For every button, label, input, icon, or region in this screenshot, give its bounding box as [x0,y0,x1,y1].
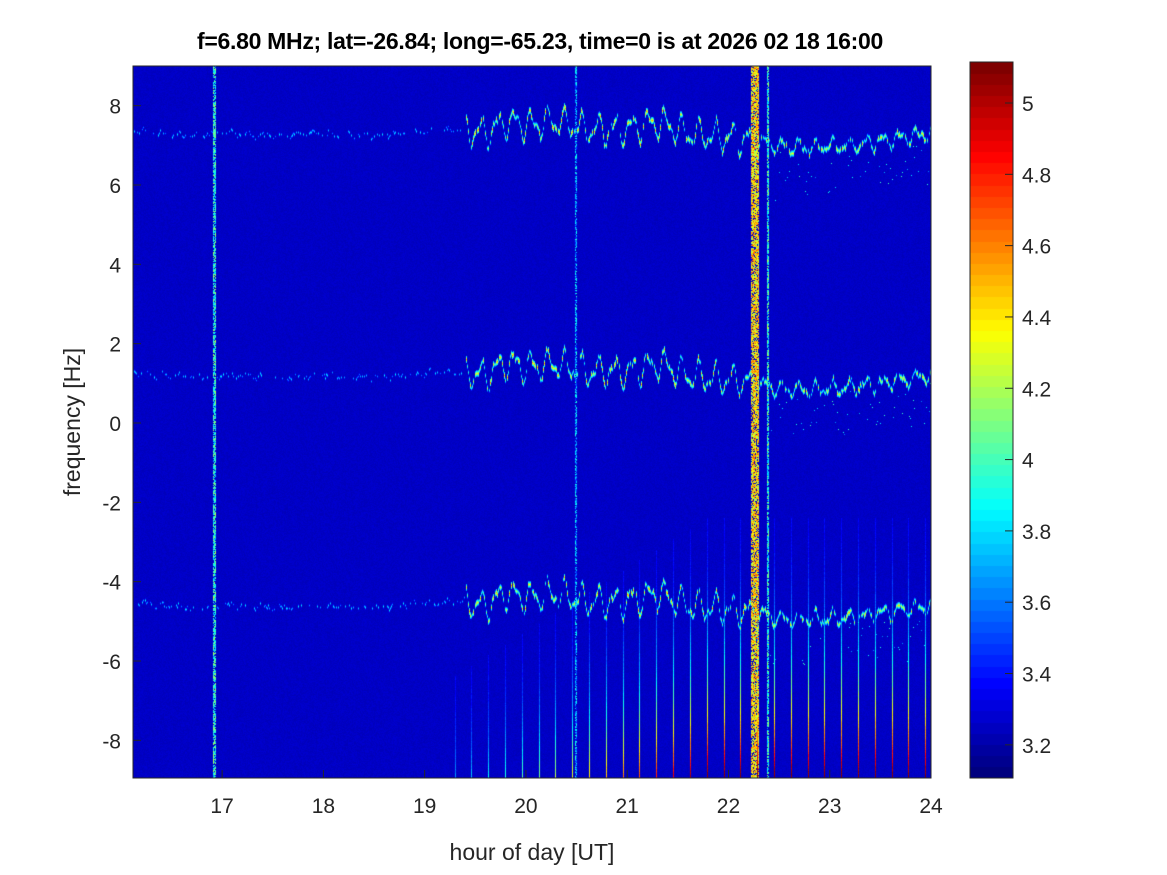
x-tick-label: 20 [514,795,537,818]
y-tick-label: 6 [109,175,121,198]
colorbar-tick-label: 5 [1022,93,1034,116]
y-tick-label: -6 [102,651,121,674]
chart-title: f=6.80 MHz; lat=-26.84; long=-65.23, tim… [197,28,883,54]
y-tick-label: -2 [102,492,121,515]
colorbar-tick-label: 3.4 [1022,664,1052,687]
colorbar-tick-label: 3.6 [1022,592,1051,615]
spectrogram-heatmap [133,66,931,778]
x-tick-label: 18 [312,795,335,818]
x-tick-label: 23 [818,795,841,818]
x-tick-label: 22 [717,795,740,818]
x-tick-label: 19 [413,795,436,818]
x-tick-label: 24 [919,795,943,818]
colorbar-tick-label: 4.4 [1022,307,1052,330]
y-tick-label: -4 [102,572,121,595]
y-axis: -8 -6 -4 -2 0 2 4 6 8 [102,96,141,753]
x-tick-label: 21 [616,795,639,818]
colorbar-tick-label: 4.2 [1022,378,1051,401]
plot-frame [132,65,932,779]
x-tick-label: 17 [210,795,233,818]
y-tick-label: 0 [109,413,121,436]
colorbar-tick-label: 3.2 [1022,735,1051,758]
y-axis-label: frequency [Hz] [59,348,85,496]
y-tick-label: 4 [109,254,121,277]
y-tick-label: 8 [109,96,121,119]
y-tick-label: 2 [109,334,121,357]
colorbar-tick-label: 3.8 [1022,521,1051,544]
x-axis-label: hour of day [UT] [450,839,615,865]
colorbar-axis: 3.2 3.4 3.6 3.8 4 4.2 4.4 4.6 4.8 5 [969,61,1052,779]
colorbar-frame [969,61,1014,779]
colorbar-tick-label: 4.6 [1022,236,1051,259]
y-tick-label: -8 [102,730,121,753]
colorbar-tick-label: 4 [1022,450,1034,473]
colorbar [970,62,1013,778]
colorbar-tick-label: 4.8 [1022,164,1051,187]
x-axis: 17 18 19 20 21 22 23 24 [132,65,943,818]
